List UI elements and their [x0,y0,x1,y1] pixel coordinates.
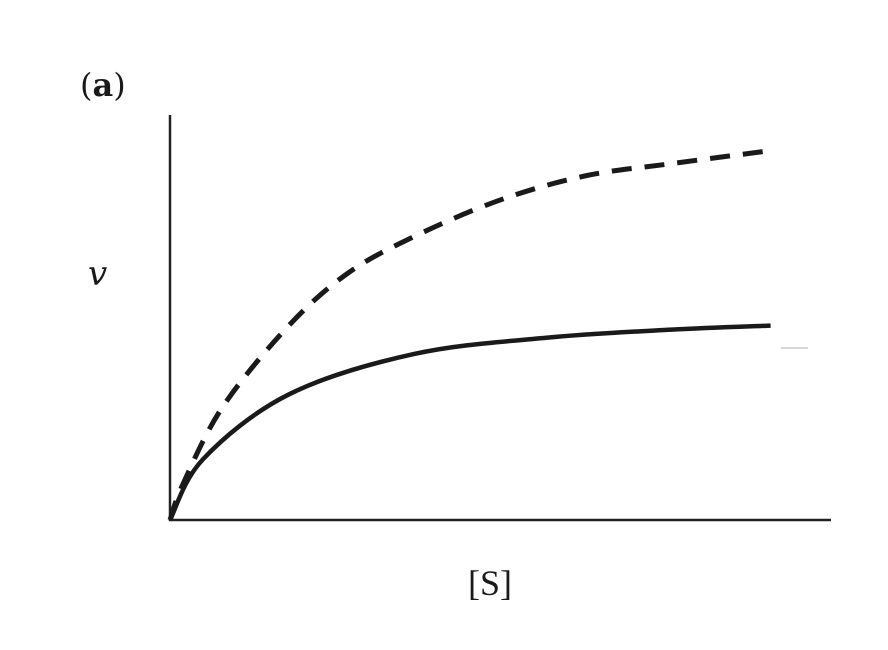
y-axis-label: v [88,254,108,294]
series-line-dashed [167,148,765,521]
x-axis-label: [S] [468,563,512,603]
series-line-solid [167,323,771,522]
panel-label-open: ( [80,66,93,104]
panel-label: (a) [80,66,126,104]
panel-label-letter: a [92,66,114,104]
panel-label-close: ) [113,66,126,104]
